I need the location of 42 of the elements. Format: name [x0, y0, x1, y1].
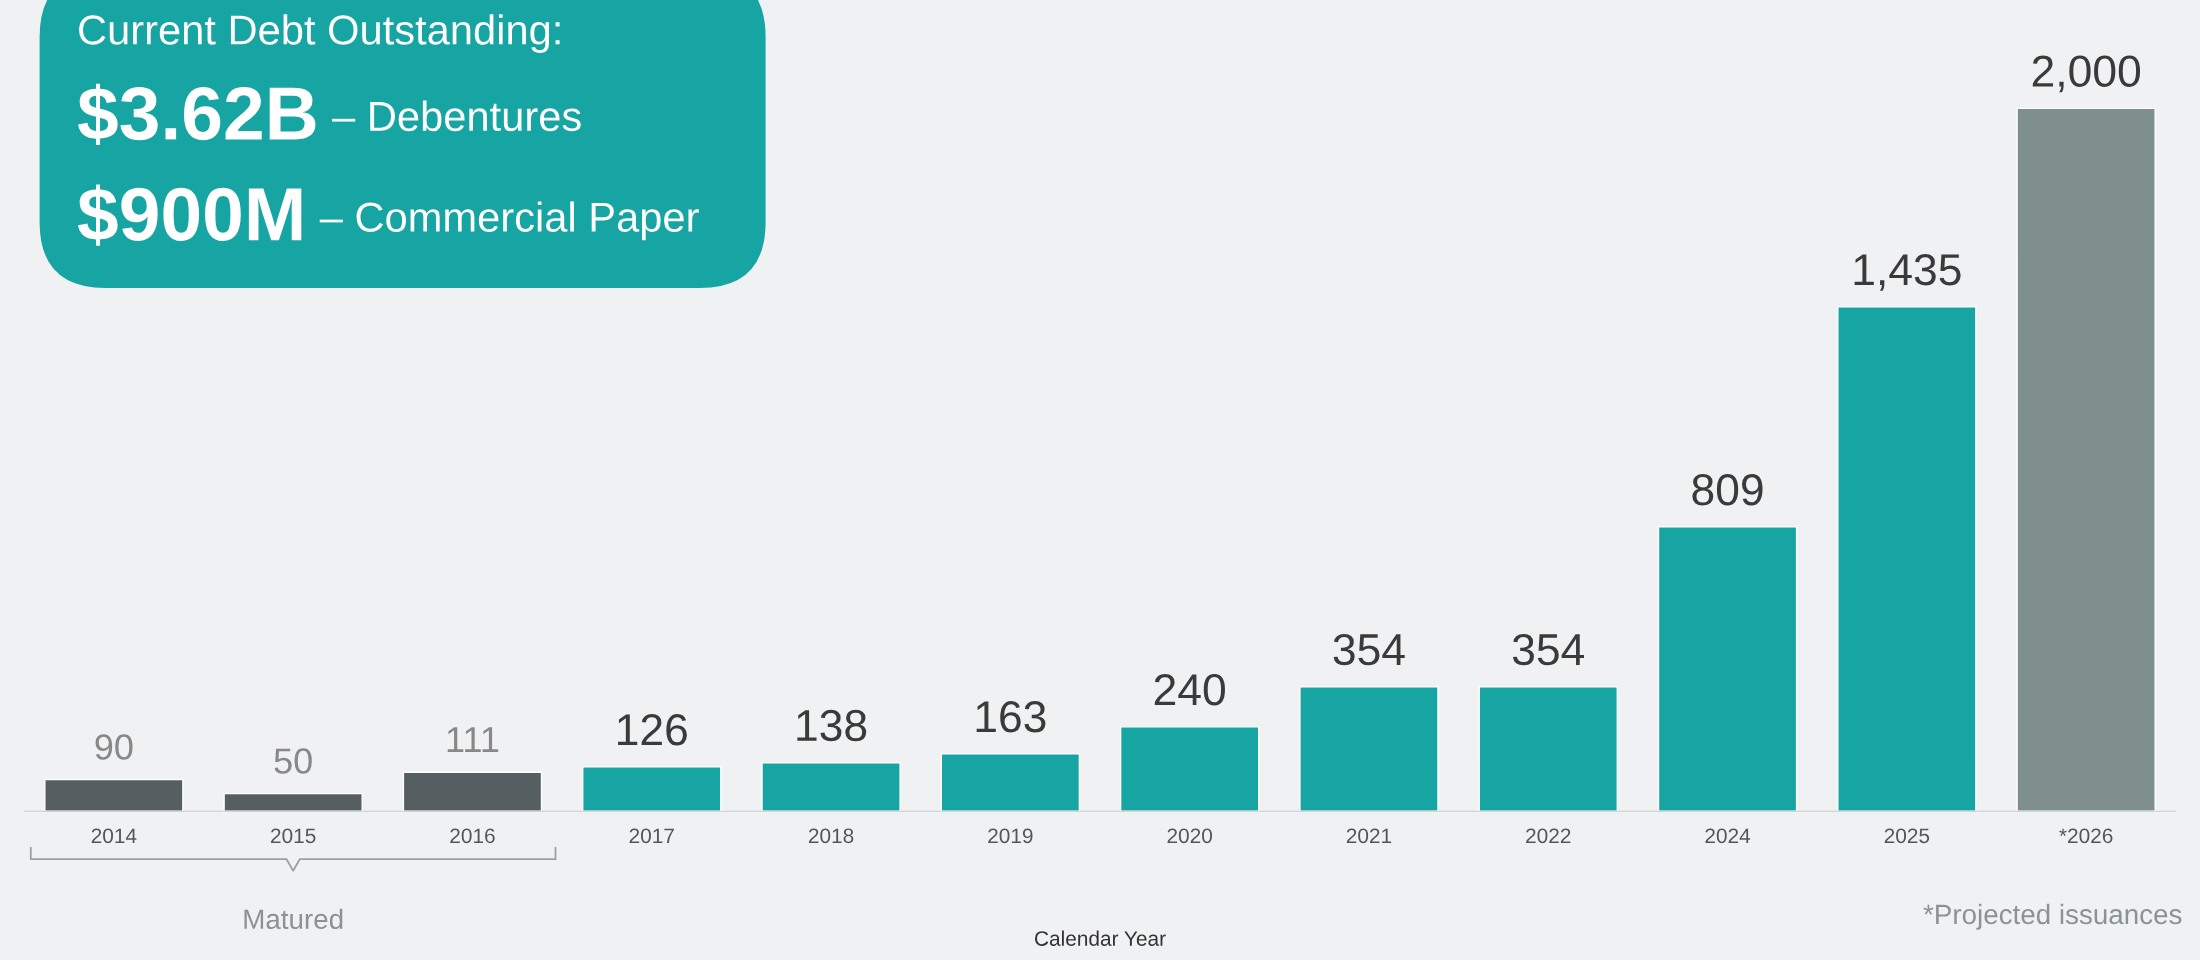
data-label: 240 [1154, 673, 1225, 706]
x-tick-label: 2015 [271, 828, 316, 844]
x-tick-label: 2022 [1526, 828, 1571, 844]
x-tick-label: 2014 [91, 828, 137, 844]
bar [761, 762, 901, 812]
text: Matured [244, 908, 343, 930]
x-axis-title: Calendar Year [1035, 930, 1166, 946]
text: *Projected issuances [1923, 903, 2182, 930]
bar [2016, 107, 2156, 812]
data-label: 111 [447, 727, 499, 753]
data-label: 354 [1512, 633, 1585, 666]
bar [582, 766, 722, 812]
data-label: 354 [1333, 633, 1405, 666]
data-label: 50 [274, 748, 312, 774]
x-tick-label: *2026 [2059, 828, 2113, 844]
x-tick-label: 2024 [1705, 828, 1751, 844]
data-label: 163 [976, 701, 1046, 733]
data-label: 809 [1692, 473, 1763, 506]
x-tick-label: 2018 [808, 828, 854, 844]
bar [1837, 306, 1977, 812]
x-tick-label: 2020 [1167, 828, 1213, 844]
data-label: 1,435 [1854, 253, 1961, 291]
annotation: $3.62B – Debentures [77, 83, 581, 145]
x-tick-label: 2021 [1346, 828, 1392, 844]
bar [1119, 726, 1260, 812]
data-label: 90 [95, 734, 133, 760]
x-tick-label: 2019 [988, 828, 1033, 844]
bar [940, 753, 1081, 812]
bar [223, 792, 363, 812]
bar [1478, 686, 1618, 812]
data-label: 138 [797, 709, 867, 742]
annotation: $900M – Commercial Paper [77, 184, 699, 246]
bar [402, 771, 543, 812]
x-tick-label: 2025 [1884, 828, 1930, 844]
text: Current Debt Outstanding: [79, 14, 560, 54]
bar [44, 778, 184, 812]
bar [1299, 686, 1439, 812]
data-label: 2,000 [2032, 55, 2141, 93]
bar [1657, 526, 1798, 812]
data-label: 126 [618, 714, 687, 746]
x-tick-label: 2017 [629, 828, 674, 844]
x-tick-label: 2016 [450, 828, 495, 844]
